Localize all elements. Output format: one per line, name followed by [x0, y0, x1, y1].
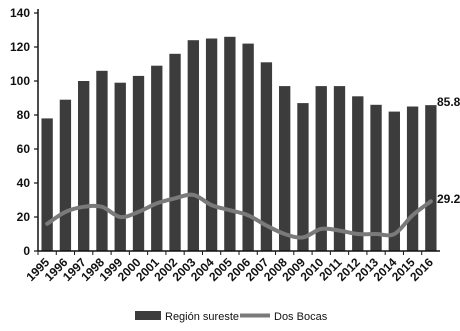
y-tick-label: 80 — [17, 108, 31, 122]
legend-swatch-bar — [135, 311, 161, 320]
bar — [206, 39, 217, 252]
y-tick-label: 60 — [17, 142, 31, 156]
bar — [151, 66, 162, 251]
x-axis: 1995199619971998199920002001200220032004… — [23, 251, 440, 284]
y-axis: 0 20 40 60 80 100 120 140 — [10, 6, 38, 258]
bar — [224, 37, 235, 251]
legend-label-line: Dos Bocas — [274, 311, 328, 323]
y-tick-label: 20 — [17, 210, 31, 224]
bar — [133, 76, 144, 251]
bar — [425, 105, 436, 251]
bar — [41, 118, 52, 251]
y-tick-label: 100 — [10, 74, 30, 88]
bar — [370, 105, 381, 251]
bar — [169, 54, 180, 251]
bar — [60, 100, 71, 251]
bar — [297, 103, 308, 251]
bar — [188, 40, 199, 251]
bar — [407, 107, 418, 252]
end-label-line: 29.2 — [437, 192, 460, 206]
bar-series — [41, 37, 436, 251]
bar — [279, 86, 290, 251]
bar — [96, 71, 107, 251]
bar — [115, 83, 126, 251]
end-label-bar: 85.8 — [437, 95, 460, 109]
bar — [316, 86, 327, 251]
legend: Región sureste Dos Bocas — [135, 311, 328, 323]
y-tick-label: 40 — [17, 176, 31, 190]
y-tick-label: 140 — [10, 6, 30, 20]
bar — [352, 96, 363, 251]
bar — [242, 44, 253, 251]
bar — [334, 86, 345, 251]
legend-label-bar: Región sureste — [165, 311, 239, 323]
y-tick-label: 120 — [10, 40, 30, 54]
y-tick-label: 0 — [23, 244, 30, 258]
bar — [78, 81, 89, 251]
